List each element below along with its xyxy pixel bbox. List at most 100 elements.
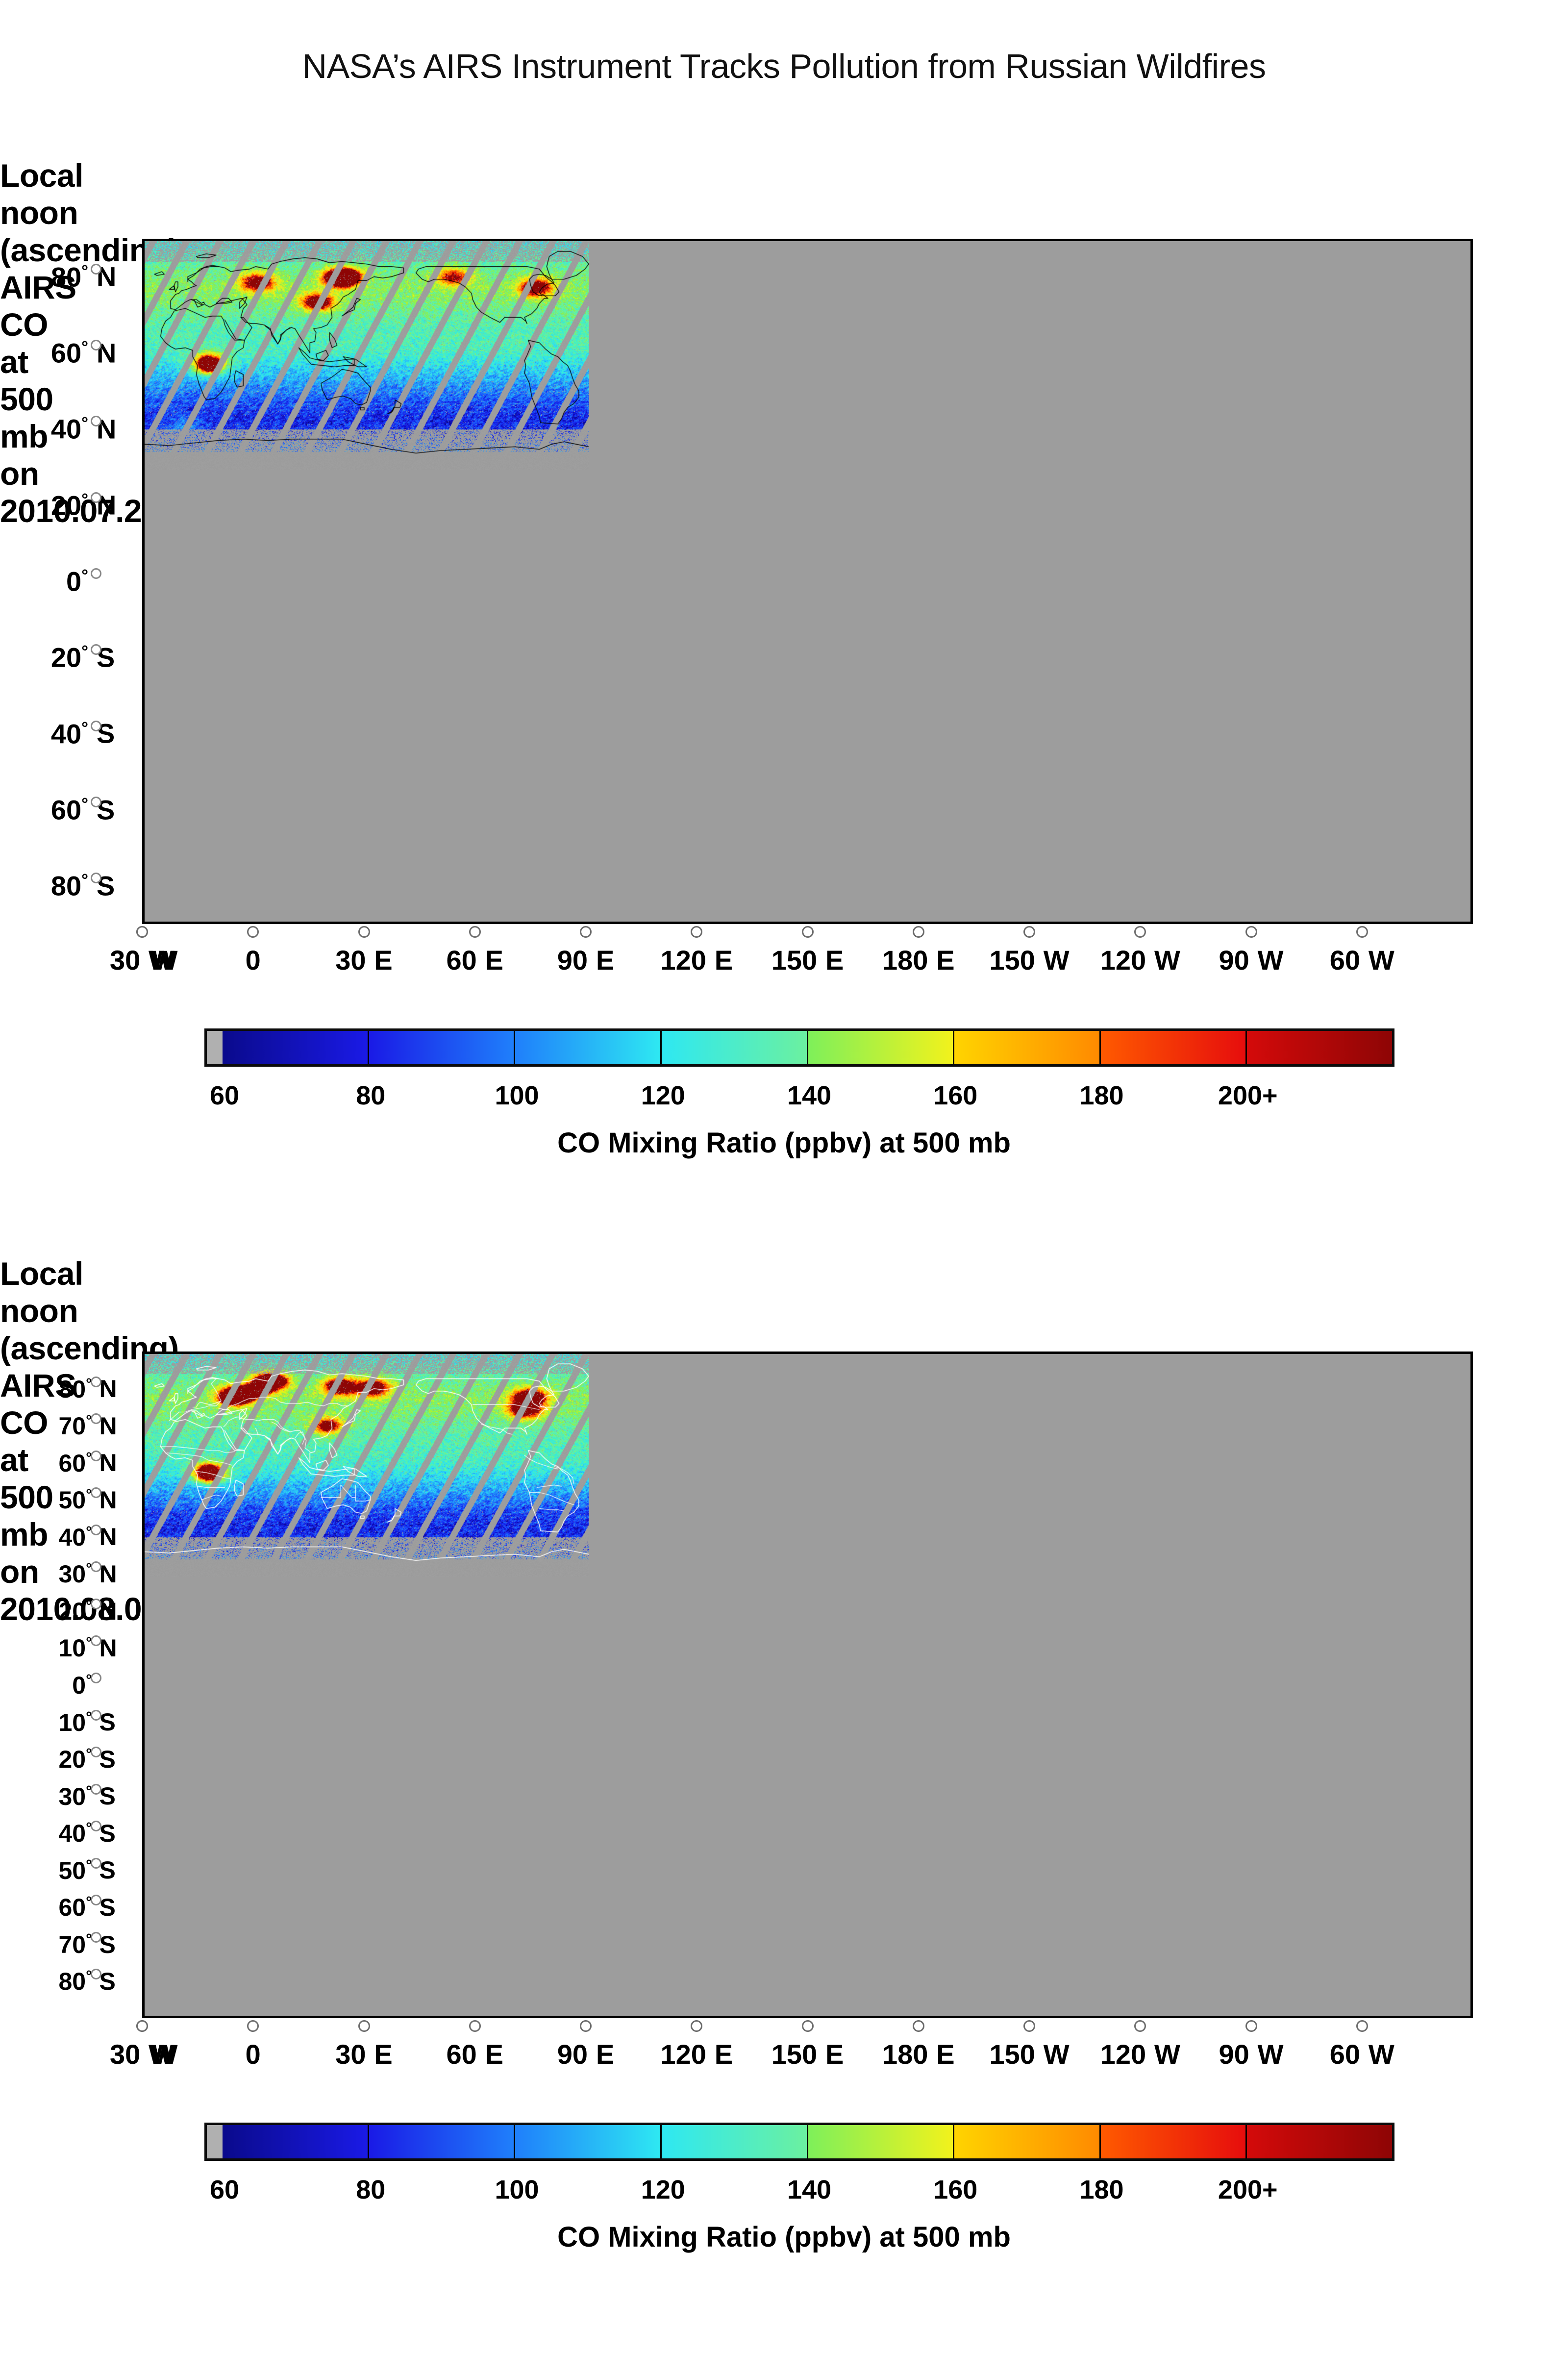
colorbar-segment	[369, 1031, 516, 1064]
x-tick-mark	[1134, 2020, 1146, 2032]
x-tick-label: 60 E	[446, 945, 503, 976]
y-tick-mark	[91, 1635, 101, 1647]
x-tick-label: 30 W	[110, 2039, 174, 2070]
x-tick-mark	[358, 926, 370, 938]
x-tick-mark	[691, 926, 703, 938]
y-tick-label: 40° N	[50, 413, 117, 445]
y-tick-mark	[91, 1709, 101, 1721]
y-tick-mark	[91, 340, 101, 350]
colorbar-segment	[661, 1031, 808, 1064]
x-tick-label: 60 E	[446, 2039, 503, 2070]
colorbar-nodata-swatch	[207, 1031, 223, 1064]
colorbar-tick-label: 160	[933, 2175, 978, 2204]
x-tick-label: 90 W	[1219, 2039, 1284, 2070]
x-tick-label: 120 E	[660, 945, 733, 976]
y-tick-mark	[91, 644, 101, 655]
y-tick-label: 20° N	[50, 489, 117, 521]
y-tick-mark	[91, 1598, 101, 1609]
colorbar-tick-label: 160	[933, 1081, 978, 1110]
x-tick-label: 180 E	[882, 945, 955, 976]
x-tick-mark	[1356, 926, 1368, 938]
x-tick-label: 150 E	[771, 945, 844, 976]
y-tick-label: 60° N	[58, 1449, 117, 1477]
y-tick-mark	[91, 1783, 101, 1795]
colorbar-tick-label: 140	[787, 2175, 832, 2204]
x-tick-label: 30 E	[335, 945, 393, 976]
colorbar-tick-label: 60	[209, 1081, 240, 1110]
x-tick-label: 60 W	[1329, 2039, 1394, 2070]
x-tick-label: 0	[245, 2039, 261, 2070]
colorbar-tick-label: 180	[1079, 1081, 1124, 1110]
colorbar-tick-label: 100	[495, 2175, 539, 2204]
colorbar-segment	[515, 2125, 662, 2158]
y-tick-mark	[91, 1673, 101, 1683]
x-tick-label: 30 E	[335, 2039, 393, 2070]
x-tick-label: W	[151, 2039, 178, 2070]
y-tick-mark	[91, 720, 101, 731]
y-tick-label: 80° S	[58, 1967, 116, 1996]
colorbar-segment	[808, 2125, 955, 2158]
y-tick-mark	[91, 1821, 101, 1832]
y-tick-label: 60° S	[50, 794, 115, 826]
x-tick-label: 150 W	[989, 945, 1070, 976]
colorbar-tick-label: 120	[641, 1081, 685, 1110]
y-tick-mark	[91, 492, 101, 503]
y-tick-label: 20° N	[58, 1597, 117, 1625]
y-tick-mark	[91, 568, 101, 579]
y-tick-mark	[91, 1969, 101, 1980]
x-tick-mark	[801, 2020, 814, 2032]
colorbar-segment	[808, 1031, 955, 1064]
y-tick-label: 0°	[66, 566, 89, 597]
y-tick-mark	[91, 797, 101, 807]
x-tick-mark	[469, 2020, 481, 2032]
colorbar-tick-label: 80	[356, 1081, 386, 1110]
x-tick-label: 150 W	[989, 2039, 1070, 2070]
colorbar-segment	[223, 2125, 369, 2158]
panel-2-colorbar-caption: CO Mixing Ratio (ppbv) at 500 mb	[557, 2221, 1011, 2253]
y-tick-label: 30° S	[58, 1782, 116, 1810]
panel-1-map[interactable]	[142, 239, 1473, 924]
colorbar-tick-label: 140	[787, 1081, 832, 1110]
colorbar-segment	[369, 2125, 516, 2158]
x-tick-label: 90 E	[557, 945, 615, 976]
x-tick-mark	[247, 926, 259, 938]
x-tick-mark	[1134, 926, 1146, 938]
x-tick-mark	[136, 2020, 148, 2032]
x-tick-mark	[691, 2020, 703, 2032]
x-tick-label: 90 W	[1219, 945, 1284, 976]
colorbar-tick-label: 200+	[1218, 1081, 1278, 1110]
y-tick-label: 10° S	[58, 1708, 116, 1736]
panel-1-colorbar-strip	[204, 1028, 1394, 1067]
y-tick-mark	[91, 1487, 101, 1499]
panel-2-colorbar-strip	[204, 2123, 1394, 2161]
y-tick-mark	[91, 1931, 101, 1943]
x-tick-label: 30 W	[110, 945, 174, 976]
panel-2-map[interactable]	[142, 1352, 1473, 2018]
x-tick-label: 180 E	[882, 2039, 955, 2070]
y-tick-label: 50° N	[58, 1486, 117, 1514]
y-tick-mark	[91, 873, 101, 884]
colorbar-nodata-swatch	[207, 2125, 223, 2158]
x-tick-mark	[801, 926, 814, 938]
panel-1-map-canvas	[145, 241, 589, 470]
x-tick-label: 30 W	[110, 945, 174, 976]
y-tick-label: 0°	[72, 1671, 92, 1699]
x-tick-mark	[580, 926, 592, 938]
x-tick-mark	[247, 2020, 259, 2032]
y-tick-mark	[91, 263, 101, 275]
y-tick-mark	[91, 1450, 101, 1461]
y-tick-label: 60° S	[58, 1893, 116, 1922]
colorbar-segment	[1100, 2125, 1247, 2158]
colorbar-segment	[223, 1031, 369, 1064]
page-title: NASA’s AIRS Instrument Tracks Pollution …	[302, 47, 1266, 85]
y-tick-label: 60° N	[50, 337, 117, 369]
y-tick-label: 80° N	[58, 1375, 117, 1403]
y-tick-mark	[91, 1895, 101, 1906]
x-tick-mark	[469, 926, 481, 938]
colorbar-segment	[1100, 1031, 1247, 1064]
y-tick-label: 40° S	[58, 1819, 116, 1848]
x-tick-mark	[912, 2020, 924, 2032]
x-tick-mark	[1023, 926, 1035, 938]
x-tick-label: W	[151, 945, 178, 976]
